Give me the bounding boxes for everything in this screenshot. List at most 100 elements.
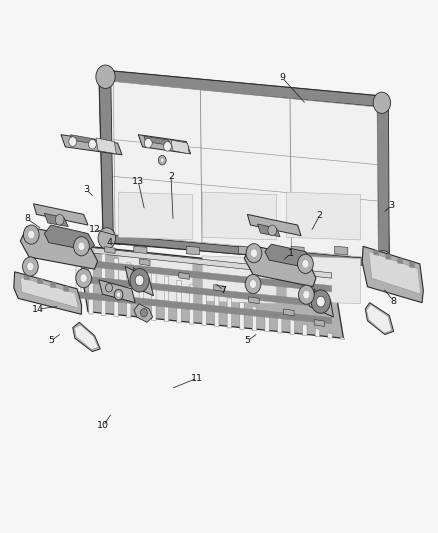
Text: 4: 4 <box>107 238 113 247</box>
Polygon shape <box>101 254 106 316</box>
Polygon shape <box>291 246 304 255</box>
Text: 7: 7 <box>220 286 226 295</box>
Circle shape <box>145 139 152 148</box>
Text: 8: 8 <box>391 296 397 305</box>
Circle shape <box>74 237 89 256</box>
Polygon shape <box>71 135 96 144</box>
Text: 10: 10 <box>97 422 110 431</box>
Text: 5: 5 <box>244 336 251 345</box>
Polygon shape <box>367 305 392 333</box>
Polygon shape <box>315 328 320 337</box>
Polygon shape <box>249 297 259 304</box>
Text: 12: 12 <box>88 225 101 234</box>
Circle shape <box>311 290 330 313</box>
Polygon shape <box>202 256 277 304</box>
Polygon shape <box>105 247 115 254</box>
Polygon shape <box>410 262 415 268</box>
Circle shape <box>160 158 164 163</box>
Polygon shape <box>247 214 301 236</box>
Polygon shape <box>114 259 118 317</box>
Polygon shape <box>314 289 320 312</box>
Polygon shape <box>113 82 378 259</box>
Polygon shape <box>104 235 388 268</box>
Text: 2: 2 <box>316 212 322 221</box>
Polygon shape <box>125 266 153 296</box>
Polygon shape <box>171 140 189 154</box>
Text: 2: 2 <box>168 172 174 181</box>
Polygon shape <box>96 138 117 154</box>
Polygon shape <box>215 293 219 327</box>
Polygon shape <box>20 227 98 269</box>
Polygon shape <box>78 292 332 324</box>
Circle shape <box>69 137 77 147</box>
Polygon shape <box>239 246 252 255</box>
Polygon shape <box>119 192 193 240</box>
Polygon shape <box>14 272 81 314</box>
Polygon shape <box>99 70 113 243</box>
Polygon shape <box>340 337 345 340</box>
Polygon shape <box>73 322 100 352</box>
Polygon shape <box>265 244 311 268</box>
Circle shape <box>302 260 309 268</box>
Circle shape <box>96 65 115 88</box>
Circle shape <box>130 269 149 292</box>
Polygon shape <box>362 246 424 303</box>
Circle shape <box>80 274 87 282</box>
Circle shape <box>298 285 314 304</box>
Circle shape <box>141 309 148 317</box>
Polygon shape <box>78 246 332 278</box>
Polygon shape <box>61 135 122 155</box>
Text: 8: 8 <box>24 214 30 223</box>
Circle shape <box>268 225 277 236</box>
Polygon shape <box>278 316 282 333</box>
Polygon shape <box>77 245 343 338</box>
Polygon shape <box>227 298 232 328</box>
Polygon shape <box>190 285 194 324</box>
Polygon shape <box>99 70 389 266</box>
Circle shape <box>297 254 313 273</box>
Polygon shape <box>78 260 332 292</box>
Polygon shape <box>202 192 277 240</box>
Text: 1: 1 <box>288 249 294 258</box>
Circle shape <box>250 280 257 288</box>
Circle shape <box>78 242 85 251</box>
Polygon shape <box>374 250 379 255</box>
Text: 13: 13 <box>132 177 144 186</box>
Polygon shape <box>119 256 193 304</box>
Circle shape <box>23 225 39 244</box>
Polygon shape <box>24 275 29 280</box>
Circle shape <box>374 251 392 272</box>
Text: 3: 3 <box>389 201 395 210</box>
Polygon shape <box>33 204 88 225</box>
Polygon shape <box>258 224 280 237</box>
Polygon shape <box>127 263 131 318</box>
Polygon shape <box>44 213 68 227</box>
Circle shape <box>76 269 92 288</box>
Polygon shape <box>44 225 95 251</box>
Circle shape <box>163 142 171 151</box>
Polygon shape <box>365 303 394 335</box>
Polygon shape <box>78 276 332 308</box>
Polygon shape <box>164 276 169 321</box>
Circle shape <box>117 292 121 297</box>
Circle shape <box>135 275 144 286</box>
Polygon shape <box>20 277 78 308</box>
Polygon shape <box>214 285 224 292</box>
Circle shape <box>55 214 64 225</box>
Polygon shape <box>314 320 325 327</box>
Circle shape <box>27 262 34 271</box>
Polygon shape <box>139 267 144 319</box>
Polygon shape <box>179 272 189 279</box>
Circle shape <box>158 156 166 165</box>
Circle shape <box>88 140 96 149</box>
Polygon shape <box>265 311 269 332</box>
Polygon shape <box>303 324 307 336</box>
Text: 5: 5 <box>48 336 54 345</box>
Circle shape <box>303 290 310 299</box>
Polygon shape <box>99 70 385 107</box>
Circle shape <box>22 257 38 276</box>
Text: 9: 9 <box>279 73 285 82</box>
Polygon shape <box>398 259 403 264</box>
Circle shape <box>316 296 325 307</box>
Polygon shape <box>140 259 150 265</box>
